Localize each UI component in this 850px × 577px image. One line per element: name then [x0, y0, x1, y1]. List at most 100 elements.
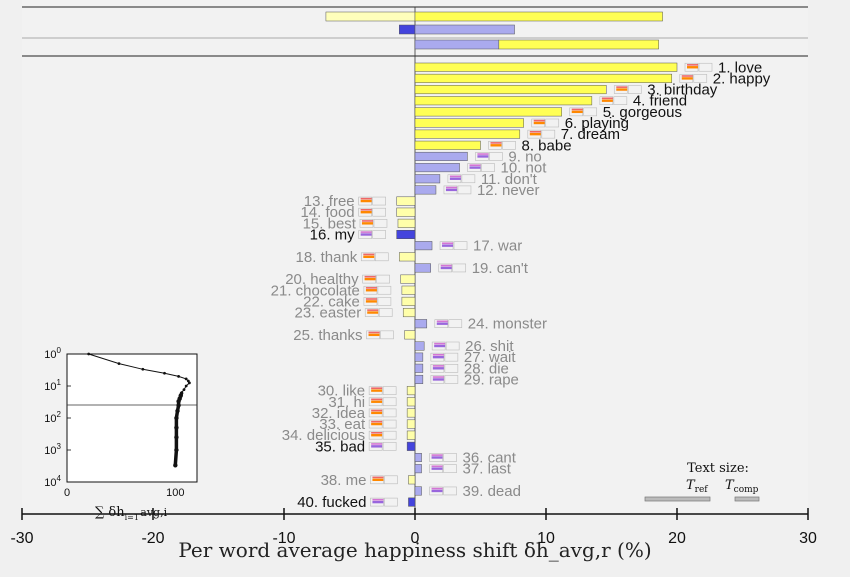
word-label-19: 19. can't	[472, 260, 529, 277]
word-size-indicator-3	[613, 85, 642, 94]
word-size-indicator-18	[360, 252, 389, 262]
word-bar-6	[414, 118, 524, 128]
word-size-indicator-23	[364, 308, 393, 317]
word-bar-30	[406, 386, 416, 396]
inset-cumulative-line-tail	[173, 391, 184, 466]
word-bar-7	[414, 129, 521, 139]
word-label-36: 36. cant	[463, 450, 517, 467]
word-size-indicator-29	[430, 375, 459, 384]
word-bar-27	[414, 352, 424, 362]
word-size-indicator-22	[363, 297, 392, 306]
word-bar-32	[406, 408, 416, 418]
word-bar-5	[414, 107, 562, 117]
word-size-indicator-25	[366, 330, 394, 340]
word-label-16: 16. my	[310, 227, 356, 244]
word-label-13: 13. free	[304, 193, 355, 210]
word-size-indicator-39	[429, 486, 457, 496]
word-bar-1	[414, 62, 678, 72]
inset-point-5	[177, 374, 180, 378]
word-size-indicator-2	[679, 74, 708, 83]
word-label-21: 21. chocolate	[271, 282, 360, 299]
word-bar-8	[414, 140, 481, 150]
word-bar-23	[402, 308, 416, 318]
word-size-indicator-26	[431, 341, 460, 351]
word-bar-18	[399, 252, 416, 262]
word-bar-35	[406, 441, 416, 451]
word-label-10: 10. not	[501, 160, 548, 177]
word-size-indicator-13	[358, 196, 386, 206]
word-label-9: 9. no	[508, 148, 541, 165]
inset-x-tick-label-1: 100	[166, 487, 184, 499]
summary-bar-2-segment-1	[399, 24, 416, 35]
word-bar-31	[406, 397, 416, 407]
word-bars	[396, 62, 678, 507]
word-label-38: 38. me	[321, 472, 367, 489]
word-size-indicator-21	[363, 285, 392, 295]
word-label-28: 28. die	[464, 360, 509, 377]
word-size-indicator-35	[368, 442, 397, 451]
word-bar-26	[414, 341, 425, 351]
inset-point-8	[188, 381, 191, 385]
word-size-indicator-14	[358, 207, 386, 217]
word-bar-13	[396, 196, 416, 206]
x-axis-ticks: -30 -20 -10 0 10 20 30	[10, 508, 817, 547]
word-size-indicator-10	[467, 163, 495, 172]
word-size-indicator-20	[362, 274, 390, 284]
word-bar-22	[401, 296, 416, 306]
word-label-30: 30. like	[318, 383, 366, 400]
word-label-32: 32. idea	[312, 405, 366, 422]
word-size-indicator-32	[368, 408, 397, 418]
word-size-indicator-11	[447, 174, 476, 184]
inset-point-4	[163, 371, 166, 375]
word-size-indicator-4	[599, 96, 628, 105]
word-size-indicator-28	[430, 363, 459, 373]
word-size-indicator-7	[527, 129, 556, 139]
summary-bar-3-segment-2	[498, 39, 659, 50]
x-axis-label: Per word average happiness shift δh_avg,…	[178, 538, 651, 562]
word-label-3: 3. birthday	[647, 82, 718, 99]
word-label-31: 31. hi	[328, 394, 365, 411]
word-label-33: 33. eat	[319, 416, 366, 433]
word-label-34: 34. delicious	[282, 427, 365, 444]
word-label-29: 29. rape	[464, 371, 519, 388]
x-tick-label-4: 0	[411, 530, 420, 547]
word-bar-28	[414, 363, 424, 373]
word-label-23: 23. easter	[294, 305, 361, 322]
word-bar-17	[414, 241, 433, 251]
word-bar-3	[414, 85, 607, 95]
word-size-indicator-36	[429, 453, 457, 462]
word-size-indicator-33	[368, 419, 397, 429]
word-bar-38	[408, 475, 416, 485]
summary-bar-1-segment-2	[414, 11, 663, 22]
word-bar-39	[414, 486, 422, 496]
word-size-indicator-15	[359, 219, 388, 228]
word-bar-19	[414, 263, 431, 273]
legend-ref-bar	[644, 496, 711, 502]
word-bar-9	[414, 151, 468, 161]
word-size-indicator-27	[430, 352, 459, 362]
word-label-26: 26. shit	[465, 338, 514, 355]
legend-comp-bar	[734, 496, 760, 502]
word-size-indicator-1	[684, 62, 713, 72]
word-bar-24	[414, 319, 428, 329]
x-tick-label-6: 20	[668, 530, 686, 547]
word-size-indicator-5	[569, 107, 598, 117]
inset-point-1	[87, 352, 91, 356]
word-size-indicator-9	[475, 152, 503, 161]
summary-bars	[325, 11, 663, 50]
summary-bar-3-segment-1	[414, 39, 500, 50]
word-size-indicator-12	[443, 185, 472, 195]
word-label-8: 8. babe	[522, 137, 572, 154]
inset-x-tick-label-0: 0	[64, 487, 70, 499]
inset-point-10	[182, 388, 186, 392]
word-bar-21	[401, 285, 416, 295]
word-bar-11	[414, 174, 441, 184]
word-bar-12	[414, 185, 437, 195]
word-bar-25	[404, 330, 416, 340]
text-size-legend: Text size: Tref Tcomp	[644, 461, 760, 502]
word-bar-14	[396, 207, 416, 217]
word-size-indicator-16	[358, 230, 386, 239]
